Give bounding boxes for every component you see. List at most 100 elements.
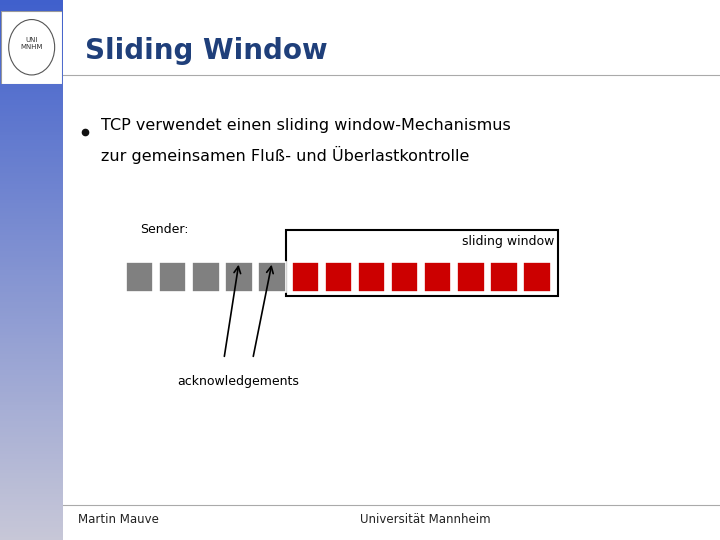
Bar bbox=[0, 516, 63, 518]
Bar bbox=[0, 502, 63, 505]
Bar bbox=[0, 400, 63, 402]
Bar bbox=[0, 51, 63, 54]
Bar bbox=[0, 418, 63, 421]
Bar bbox=[0, 248, 63, 251]
Bar bbox=[0, 232, 63, 235]
Bar bbox=[0, 54, 63, 57]
Bar bbox=[0, 92, 63, 94]
Bar bbox=[0, 146, 63, 148]
Bar bbox=[0, 440, 63, 443]
Bar bbox=[0, 443, 63, 445]
Bar bbox=[0, 354, 63, 356]
Bar bbox=[0, 402, 63, 405]
Bar bbox=[0, 456, 63, 459]
Bar bbox=[0, 378, 63, 381]
Bar bbox=[0, 65, 63, 68]
Bar bbox=[0, 200, 63, 202]
Bar bbox=[0, 475, 63, 478]
Bar bbox=[0, 138, 63, 140]
Bar bbox=[0, 510, 63, 513]
Bar bbox=[0, 462, 63, 464]
Bar bbox=[0, 119, 63, 122]
Bar bbox=[0, 14, 63, 16]
Bar bbox=[0, 435, 63, 437]
Bar bbox=[0, 375, 63, 378]
Bar bbox=[0, 157, 63, 159]
Bar bbox=[0, 313, 63, 316]
Bar bbox=[358, 262, 385, 292]
Text: TCP verwendet einen sliding window-Mechanismus: TCP verwendet einen sliding window-Mecha… bbox=[101, 118, 510, 133]
Bar bbox=[0, 132, 63, 135]
Bar bbox=[0, 57, 63, 59]
Text: Universität Mannheim: Universität Mannheim bbox=[360, 513, 490, 526]
Bar bbox=[0, 386, 63, 389]
Bar bbox=[0, 405, 63, 408]
Bar bbox=[0, 500, 63, 502]
Bar bbox=[0, 489, 63, 491]
Bar bbox=[0, 524, 63, 526]
Bar bbox=[0, 165, 63, 167]
Bar bbox=[0, 127, 63, 130]
Bar bbox=[0, 208, 63, 211]
Bar bbox=[0, 46, 63, 49]
Bar bbox=[0, 3, 63, 5]
Bar bbox=[0, 105, 63, 108]
Bar bbox=[258, 262, 286, 292]
Bar bbox=[0, 278, 63, 281]
Text: Sliding Window: Sliding Window bbox=[85, 37, 328, 65]
Bar bbox=[0, 346, 63, 348]
Bar bbox=[0, 219, 63, 221]
Bar bbox=[0, 108, 63, 111]
Bar bbox=[0, 454, 63, 456]
Bar bbox=[292, 262, 319, 292]
Bar bbox=[0, 27, 63, 30]
Bar bbox=[0, 0, 63, 3]
Bar bbox=[0, 224, 63, 227]
Bar bbox=[0, 359, 63, 362]
Bar bbox=[0, 521, 63, 524]
Bar bbox=[0, 302, 63, 305]
Bar bbox=[0, 81, 63, 84]
Bar bbox=[0, 176, 63, 178]
Bar bbox=[0, 113, 63, 116]
Bar bbox=[490, 262, 518, 292]
Bar bbox=[0, 294, 63, 297]
Bar bbox=[0, 240, 63, 243]
Bar bbox=[0, 464, 63, 467]
Bar bbox=[0, 327, 63, 329]
Bar bbox=[0, 78, 63, 81]
Bar bbox=[0, 265, 63, 267]
Bar bbox=[0, 135, 63, 138]
Bar bbox=[0, 497, 63, 500]
Bar bbox=[0, 413, 63, 416]
Bar bbox=[0, 32, 63, 35]
Bar bbox=[0, 178, 63, 181]
Bar bbox=[0, 297, 63, 300]
Bar bbox=[0, 364, 63, 367]
Bar bbox=[0, 151, 63, 154]
Bar bbox=[0, 451, 63, 454]
Bar bbox=[0, 494, 63, 497]
Bar bbox=[0, 470, 63, 472]
Bar bbox=[0, 194, 63, 197]
Bar bbox=[0, 189, 63, 192]
Bar bbox=[0, 254, 63, 256]
Bar bbox=[0, 148, 63, 151]
Bar bbox=[126, 262, 153, 292]
Bar bbox=[0, 286, 63, 289]
Bar bbox=[0, 94, 63, 97]
Bar bbox=[286, 230, 558, 296]
Bar bbox=[0, 486, 63, 489]
Bar bbox=[391, 262, 418, 292]
Bar bbox=[0, 243, 63, 246]
Bar bbox=[0, 424, 63, 427]
Bar bbox=[0, 537, 63, 540]
Bar bbox=[0, 216, 63, 219]
Bar bbox=[0, 429, 63, 432]
Bar bbox=[0, 11, 63, 14]
Bar bbox=[0, 310, 63, 313]
Bar bbox=[0, 529, 63, 532]
Bar bbox=[0, 505, 63, 508]
Bar bbox=[0, 367, 63, 370]
Bar bbox=[0, 59, 63, 62]
